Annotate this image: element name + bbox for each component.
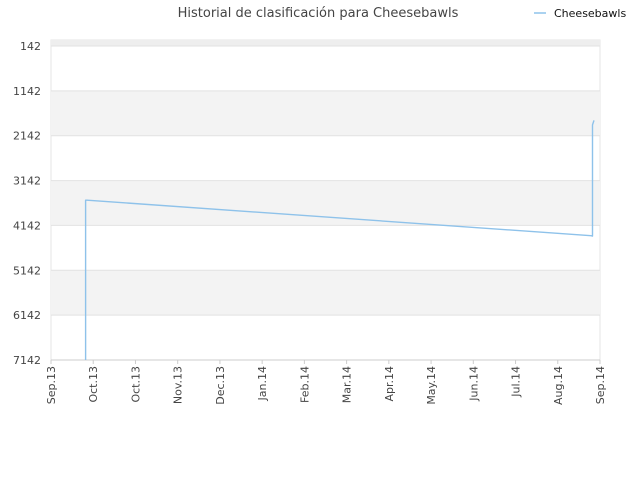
- x-tick-label: May.14: [425, 366, 438, 405]
- gridlines: [51, 45, 600, 361]
- x-tick-label: Jun.14: [467, 366, 480, 402]
- legend[interactable]: Cheesebawls: [534, 7, 626, 20]
- series-line-cheesebawls: [84, 120, 595, 360]
- grid-band: [51, 270, 600, 316]
- x-tick-label: Jan.14: [256, 366, 269, 401]
- grid-band: [51, 180, 600, 226]
- x-tick-label: Jul.14: [510, 366, 523, 398]
- y-tick-label: 1142: [13, 85, 41, 98]
- grid-band: [51, 90, 600, 136]
- y-tick-label: 7142: [13, 354, 41, 367]
- y-tick-label: 142: [20, 40, 41, 53]
- x-tick-label: Aug.14: [552, 366, 565, 405]
- y-tick-label: 5142: [13, 264, 41, 277]
- y-tick-label: 4142: [13, 219, 41, 232]
- x-tick-label: Nov.13: [172, 366, 185, 404]
- x-tick-label: Oct.13: [87, 366, 100, 403]
- plot-top-band: [51, 40, 600, 46]
- x-axis: Sep.13 Oct.13 Oct.13 Nov.13 Dec.13 Jan.14 Feb.…: [45, 359, 607, 405]
- y-tick-label: 6142: [13, 309, 41, 322]
- series-layer: [84, 120, 595, 360]
- x-tick-label: Oct.13: [129, 366, 142, 403]
- y-tick-label: 2142: [13, 130, 41, 143]
- x-tick-label: Sep.13: [45, 366, 58, 404]
- x-tick-label: Feb.14: [298, 366, 311, 403]
- x-tick-label: Mar.14: [341, 366, 354, 403]
- y-axis: 142 1142 2142 3142 4142 5142 6142 7142: [13, 40, 41, 367]
- chart-title: Historial de clasificación para Cheeseba…: [178, 6, 459, 21]
- plot-area: [50, 39, 601, 361]
- x-tick-label: Sep.14: [594, 366, 607, 404]
- legend-label-cheesebawls: Cheesebawls: [554, 7, 626, 20]
- x-tick-label: Apr.14: [383, 366, 396, 402]
- x-tick-label: Dec.13: [214, 366, 227, 405]
- y-tick-label: 3142: [13, 175, 41, 188]
